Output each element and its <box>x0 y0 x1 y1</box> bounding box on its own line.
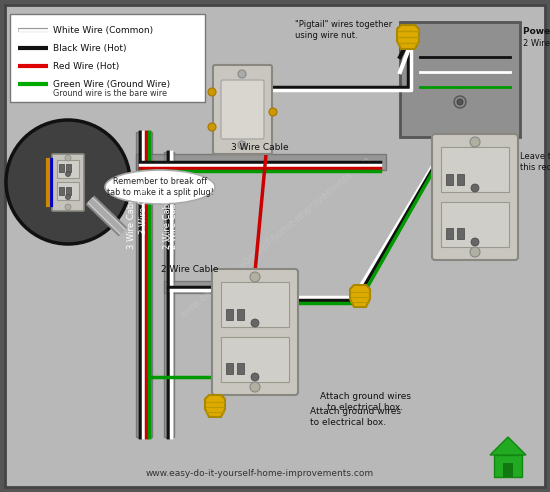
Bar <box>441 202 509 247</box>
Circle shape <box>269 108 277 116</box>
Circle shape <box>6 120 130 244</box>
Bar <box>494 455 522 477</box>
FancyBboxPatch shape <box>432 134 518 260</box>
Bar <box>164 281 254 293</box>
Circle shape <box>251 373 259 381</box>
Text: Attach ground wires
to electrical box.: Attach ground wires to electrical box. <box>310 407 401 427</box>
Polygon shape <box>490 437 526 455</box>
Bar <box>503 463 513 477</box>
Bar <box>446 174 453 185</box>
Circle shape <box>65 172 70 177</box>
Text: Black Wire (Hot): Black Wire (Hot) <box>53 43 126 53</box>
Bar <box>226 309 233 320</box>
Text: Attach ground wires
to electrical box.: Attach ground wires to electrical box. <box>320 392 410 412</box>
Bar <box>221 337 289 382</box>
Text: 2 Wire Cable: 2 Wire Cable <box>523 39 550 49</box>
Polygon shape <box>350 285 370 307</box>
Bar <box>457 228 464 239</box>
Text: Red Wire (Hot): Red Wire (Hot) <box>53 62 119 70</box>
Text: 3 Wire Cable: 3 Wire Cable <box>139 180 147 234</box>
Polygon shape <box>205 395 225 417</box>
Text: 3 Wire Cable: 3 Wire Cable <box>231 143 289 152</box>
Bar <box>10 14 205 102</box>
Circle shape <box>238 70 246 78</box>
Text: White Wire (Common): White Wire (Common) <box>53 26 153 34</box>
Text: www.easy-do-it-yourself-home-improvements.com: www.easy-do-it-yourself-home-improvement… <box>146 469 374 479</box>
Bar <box>237 363 244 374</box>
Circle shape <box>454 96 466 108</box>
Text: "Pigtail" wires together
using wire nut.: "Pigtail" wires together using wire nut. <box>295 20 404 40</box>
Circle shape <box>65 194 70 199</box>
Text: 3 Wire Cable: 3 Wire Cable <box>128 195 136 249</box>
Text: 2 Wire Cable: 2 Wire Cable <box>161 265 219 274</box>
Circle shape <box>470 247 480 257</box>
Polygon shape <box>397 25 419 49</box>
Circle shape <box>208 123 216 131</box>
Bar <box>164 152 174 437</box>
Circle shape <box>457 99 463 105</box>
Text: Leave tab on
this receptacle: Leave tab on this receptacle <box>520 153 550 172</box>
Bar <box>226 363 233 374</box>
Text: Remember to break off
tab to make it a split plug!: Remember to break off tab to make it a s… <box>107 177 213 197</box>
Bar <box>457 174 464 185</box>
FancyBboxPatch shape <box>52 154 84 211</box>
Text: www.easy-do-it-yourself-home-improvements.com: www.easy-do-it-yourself-home-improvement… <box>178 154 372 320</box>
Circle shape <box>471 184 479 192</box>
Bar <box>446 228 453 239</box>
Bar <box>66 164 71 172</box>
Bar <box>136 132 152 437</box>
Circle shape <box>65 155 71 161</box>
Bar <box>400 22 520 137</box>
Bar <box>221 282 289 327</box>
Bar <box>59 187 64 195</box>
Circle shape <box>250 382 260 392</box>
Ellipse shape <box>105 170 215 204</box>
Bar <box>57 160 79 178</box>
FancyBboxPatch shape <box>221 80 264 139</box>
Circle shape <box>208 88 216 96</box>
FancyBboxPatch shape <box>213 65 272 154</box>
Text: Ground wire is the bare wire: Ground wire is the bare wire <box>53 90 167 98</box>
Circle shape <box>471 238 479 246</box>
Circle shape <box>470 137 480 147</box>
Bar <box>57 182 79 200</box>
Bar <box>441 147 509 192</box>
Text: 2 Wire Cable: 2 Wire Cable <box>168 195 178 249</box>
Bar <box>59 164 64 172</box>
Circle shape <box>238 141 246 149</box>
Circle shape <box>251 319 259 327</box>
Bar <box>237 309 244 320</box>
Bar <box>66 187 71 195</box>
FancyBboxPatch shape <box>212 269 298 395</box>
Circle shape <box>65 204 71 210</box>
Text: Green Wire (Ground Wire): Green Wire (Ground Wire) <box>53 80 170 89</box>
Text: 2 Wire Cable: 2 Wire Cable <box>163 195 173 249</box>
Circle shape <box>250 272 260 282</box>
Text: Power Source: Power Source <box>523 28 550 36</box>
Bar <box>136 154 386 170</box>
